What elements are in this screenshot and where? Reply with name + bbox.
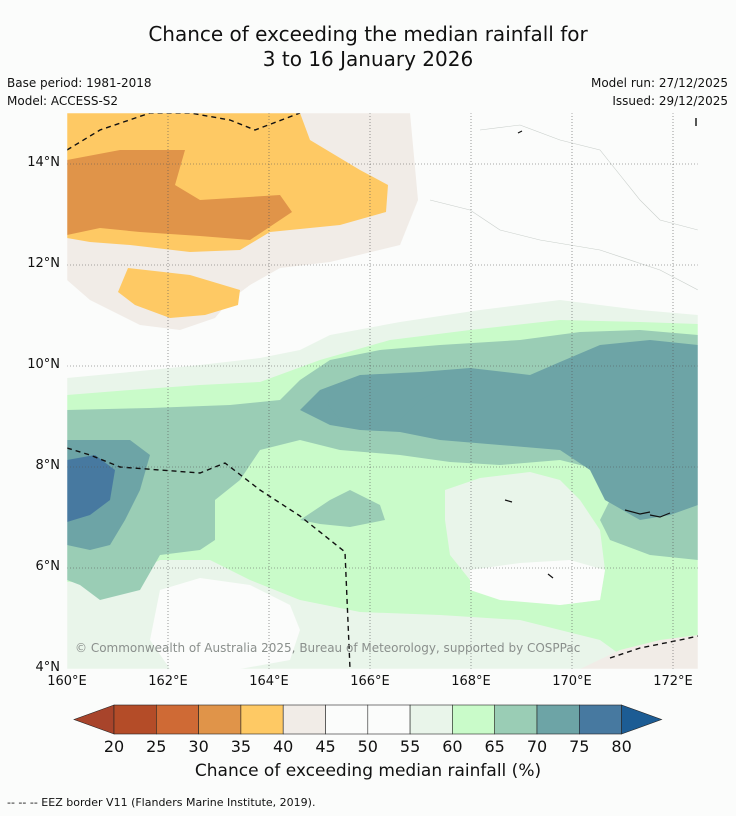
colorbar-segment [113,704,157,735]
colorbar-segment [282,704,326,735]
title-line-2: 3 to 16 January 2026 [262,47,474,71]
x-tick-label: 172°E [653,674,693,689]
y-tick-label: 14°N [27,155,60,170]
colorbar-segment [198,704,242,735]
colorbar-segment [494,704,538,735]
map-contours [67,113,698,669]
colorbar-tick-label: 80 [611,737,632,756]
title-line-1: Chance of exceeding the median rainfall … [148,22,588,46]
copyright-notice: © Commonwealth of Australia 2025, Bureau… [75,641,581,655]
colorbar-tick-label: 50 [357,737,378,756]
x-tick-label: 168°E [451,674,491,689]
meta-left: Base period: 1981-2018 Model: ACCESS-S2 [7,74,152,110]
y-tick-label: 4°N [35,660,61,675]
y-tick-label: 10°N [27,357,60,372]
colorbar-title: Chance of exceeding median rainfall (%) [194,761,542,781]
colorbar-segment [156,704,199,735]
meta-right: Model run: 27/12/2025 Issued: 29/12/2025 [591,74,728,110]
colorbar-tick-label: 70 [526,737,548,756]
colorbar-extend-high [621,704,663,735]
colorbar-segment [240,704,284,735]
colorbar-tick-label: 75 [569,737,590,756]
colorbar-tick-label: 35 [230,737,252,756]
y-tick-label: 8°N [35,458,61,473]
issued-date: Issued: 29/12/2025 [612,94,728,108]
colorbar-tick-label: 45 [315,737,336,756]
colorbar-extend-low [73,704,115,735]
colorbar-tick-label: 60 [442,737,463,756]
colorbar-tick-label: 25 [146,737,167,756]
rainfall-map [66,112,699,670]
x-tick-label: 164°E [249,674,289,689]
colorbar [73,704,663,735]
colorbar-tick-label: 65 [484,737,505,756]
x-tick-label: 170°E [552,674,592,689]
model-run: Model run: 27/12/2025 [590,76,728,90]
colorbar-segment [452,704,495,735]
eez-footnote: -- -- -- EEZ border V11 (Flanders Marine… [7,796,316,809]
colorbar-segment [409,704,453,735]
colorbar-segment [578,704,622,735]
colorbar-tick-label: 55 [399,737,421,756]
x-tick-label: 166°E [350,674,390,689]
colorbar-segment [325,704,369,735]
colorbar-segment [536,704,580,735]
y-tick-label: 12°N [27,256,60,271]
model-name: Model: ACCESS-S2 [7,94,119,108]
colorbar-tick-label: 40 [273,737,294,756]
colorbar-tick-label: 30 [188,737,209,756]
colorbar-tick-label: 20 [103,737,125,756]
base-period: Base period: 1981-2018 [7,76,152,90]
x-tick-label: 162°E [148,674,188,689]
colorbar-segment [367,704,411,735]
chart-title: Chance of exceeding the median rainfall … [0,22,736,72]
x-tick-label: 160°E [47,674,87,689]
y-tick-label: 6°N [35,559,61,574]
